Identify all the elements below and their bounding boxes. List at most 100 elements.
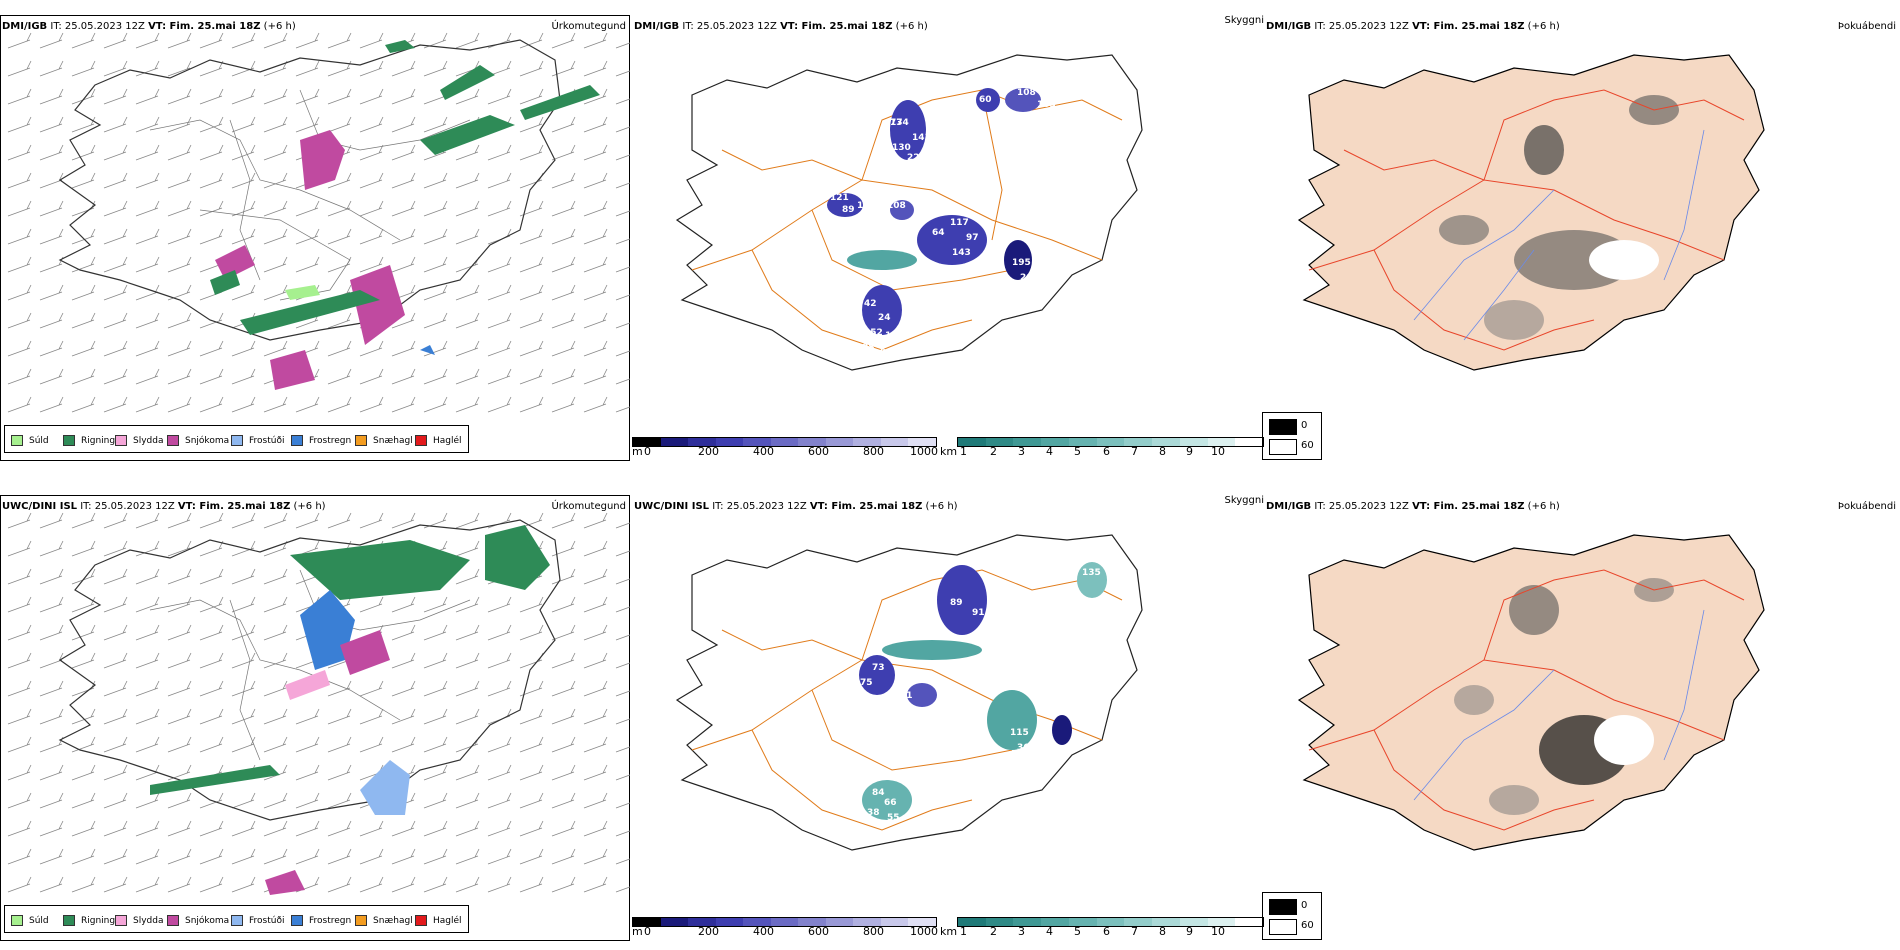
fog-swatch-dark	[1269, 419, 1297, 435]
wind-barb	[135, 284, 160, 301]
panel-parameter-label: Úrkomutegund	[551, 21, 626, 32]
wind-barb	[615, 550, 630, 557]
wind-barb	[7, 200, 32, 217]
wind-barb	[615, 886, 630, 893]
wind-barb	[39, 624, 64, 641]
wind-barb	[167, 340, 192, 357]
wind-barb	[39, 764, 64, 781]
wind-barb	[167, 368, 192, 385]
panel-frame	[0, 15, 630, 461]
cloud-visibility-panel: UWC/DINI ISL IT: 25.05.2023 12Z VT: Fim.…	[632, 480, 1264, 945]
wind-barb	[455, 568, 480, 585]
wind-barb	[455, 764, 480, 781]
wind-barb	[231, 848, 256, 865]
wind-barb	[551, 228, 576, 245]
legend-label: Súld	[29, 915, 49, 926]
wind-barb	[71, 284, 96, 301]
wind-barb	[39, 736, 64, 753]
wind-barb	[583, 820, 608, 837]
wind-barb	[135, 652, 160, 669]
wind-barb	[327, 764, 352, 781]
wind-barb	[551, 312, 576, 329]
wind-barb	[39, 792, 64, 809]
wind-barb	[295, 60, 320, 77]
wind-barb	[487, 256, 512, 273]
wind-barb	[39, 368, 64, 385]
wind-barb	[39, 88, 64, 105]
wind-barb	[583, 172, 608, 189]
wind-barb	[487, 284, 512, 301]
wind-barb	[551, 512, 576, 529]
wind-barb	[519, 792, 544, 809]
wind-barb	[551, 284, 576, 301]
wind-barb	[391, 596, 416, 613]
wind-barb	[7, 284, 32, 301]
wind-barb	[199, 228, 224, 245]
cloud-base-value: 42	[864, 299, 877, 309]
cloud-base-value: 152	[864, 328, 883, 338]
cloud-base-value: 96	[880, 348, 893, 358]
wind-barb	[391, 312, 416, 329]
wind-barb	[135, 820, 160, 837]
wind-barb	[103, 708, 128, 725]
wind-barb	[39, 256, 64, 273]
wind-barb	[231, 116, 256, 133]
wind-barb	[231, 88, 256, 105]
wind-barb	[615, 802, 630, 809]
wind-barb	[487, 876, 512, 893]
fog-legend-label: 60	[1301, 440, 1314, 451]
legend-swatch	[167, 435, 179, 446]
wind-barb	[615, 210, 630, 217]
wind-barb	[487, 144, 512, 161]
wind-barb	[103, 200, 128, 217]
wind-barb	[583, 228, 608, 245]
wind-barb	[167, 540, 192, 557]
forecast-row-top: DMI/IGB IT: 25.05.2023 12Z VT: Fim. 25.m…	[0, 0, 1900, 465]
wind-barb	[391, 396, 416, 413]
legend-item: Haglél	[415, 435, 462, 446]
wind-barb	[551, 540, 576, 557]
wind-barb	[167, 88, 192, 105]
wind-barb	[327, 172, 352, 189]
visibility-colorbar	[957, 917, 1264, 927]
cloud-visibility-panel: DMI/IGB IT: 25.05.2023 12Z VT: Fim. 25.m…	[632, 0, 1264, 465]
fog-areas	[1454, 578, 1674, 815]
wind-barb	[39, 284, 64, 301]
fog-swatch-dark	[1269, 899, 1297, 915]
wind-barb	[263, 848, 288, 865]
rivers	[1413, 129, 1705, 341]
wind-barb	[455, 792, 480, 809]
wind-barb	[199, 568, 224, 585]
wind-barb	[103, 624, 128, 641]
wind-barb	[359, 368, 384, 385]
road-network	[1308, 569, 1745, 831]
cloud-base-value: 143	[952, 248, 971, 258]
wind-barb	[583, 876, 608, 893]
legend-item: Slydda	[115, 435, 163, 446]
wind-barb	[231, 876, 256, 893]
legend-label: Slydda	[133, 435, 164, 446]
wind-barb	[263, 284, 288, 301]
panel-title: UWC/DINI ISL IT: 25.05.2023 12Z VT: Fim.…	[2, 501, 326, 512]
legend-swatch	[355, 915, 367, 926]
cloud-base-value: 96	[850, 703, 863, 713]
wind-barb	[519, 312, 544, 329]
wind-barb	[167, 792, 192, 809]
wind-barb	[583, 312, 608, 329]
wind-barb	[391, 172, 416, 189]
wind-barb	[455, 512, 480, 529]
cloud-base-value: 115	[1010, 728, 1029, 738]
cloud-base-value: 60	[979, 95, 992, 105]
wind-barb	[71, 368, 96, 385]
wind-barb	[135, 792, 160, 809]
wind-barb	[455, 340, 480, 357]
wind-barb	[423, 284, 448, 301]
wind-barb	[487, 680, 512, 697]
wind-barb	[199, 876, 224, 893]
wind-barb	[423, 736, 448, 753]
wind-barb	[519, 596, 544, 613]
wind-barb	[551, 792, 576, 809]
wind-barb	[615, 774, 630, 781]
cloud-base-value: 110	[1062, 123, 1081, 133]
